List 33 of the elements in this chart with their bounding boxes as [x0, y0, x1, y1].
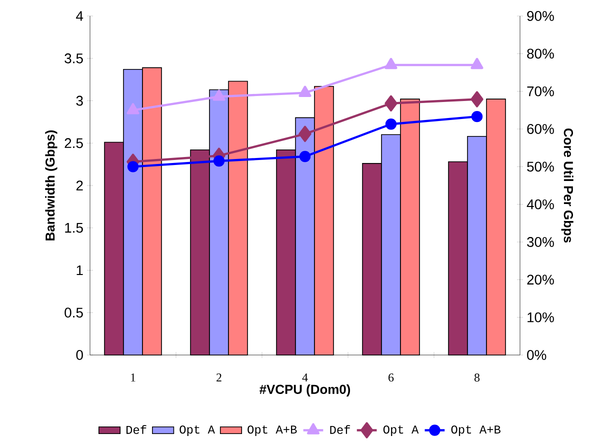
y-tick-label: 3 — [76, 96, 83, 106]
legend-label: Def — [330, 425, 350, 434]
y-tick-label: 3.5 — [64, 53, 83, 64]
y-axis-title: Bandwidth (Gbps) — [45, 130, 58, 240]
y2-tick-label: 30% — [527, 237, 554, 247]
y2-tick-label: 80% — [527, 48, 554, 59]
y2-tick-label: 60% — [527, 124, 554, 134]
y-tick-label: 2.5 — [64, 138, 83, 148]
x-tick-label: 2 — [216, 374, 222, 382]
x-tick-label: 8 — [474, 374, 480, 382]
x-tick-label: 6 — [388, 374, 394, 382]
y-tick-label: 2 — [76, 180, 83, 190]
legend-label: Opt A — [180, 426, 215, 436]
y-tick-label: 0 — [76, 350, 83, 360]
x-tick-label: 4 — [302, 374, 308, 382]
y2-tick-label: 10% — [528, 312, 554, 322]
y-tick-label: 0.5 — [64, 308, 83, 318]
y2-tick-label: 20% — [527, 274, 554, 285]
y-tick-label: 1.5 — [65, 223, 83, 233]
legend-label: Def — [126, 425, 146, 434]
y-tick-label: 1 — [76, 265, 83, 276]
legend-label: Opt A+B — [451, 426, 500, 436]
y2-tick-label: 40% — [526, 199, 554, 210]
y2-axis-title: Core Util Per Gbps — [561, 128, 574, 243]
y2-tick-label: 50% — [527, 162, 554, 172]
legend-label: Opt A+B — [248, 426, 297, 436]
y2-tick-label: 0% — [527, 350, 546, 360]
y2-tick-label: 90% — [527, 11, 554, 21]
x-axis-title: #VCPU (Dom0) — [260, 384, 350, 396]
y-tick-label: 4 — [76, 11, 84, 21]
x-tick-label: 1 — [131, 374, 136, 382]
legend-label: Opt A — [383, 426, 419, 436]
y2-tick-label: 70% — [527, 86, 554, 96]
